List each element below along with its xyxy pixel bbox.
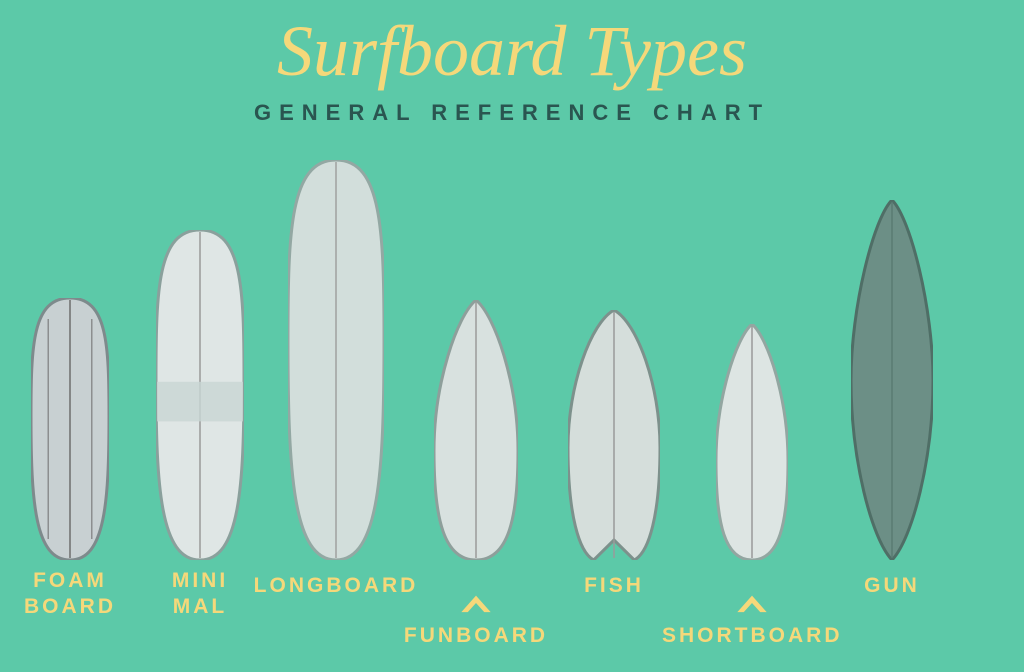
longboard — [288, 160, 384, 560]
page-title: Surfboard Types — [0, 10, 1024, 93]
mini-mal-icon — [156, 230, 244, 560]
funboard-icon — [434, 300, 518, 560]
chevron-up-icon — [458, 592, 494, 614]
shortboard — [716, 324, 788, 560]
funboard — [434, 300, 518, 560]
foam-board — [31, 298, 109, 560]
fish-icon — [568, 310, 660, 560]
shortboard-label: SHORTBOARD — [662, 623, 842, 649]
boards-row — [0, 160, 1024, 560]
gun-label: GUN — [802, 573, 982, 599]
longboard-icon — [288, 160, 384, 560]
mini-mal — [156, 230, 244, 560]
foam-board-icon — [31, 298, 109, 560]
chevron-up-icon — [734, 592, 770, 614]
fish-label: FISH — [524, 573, 704, 599]
shortboard-icon — [716, 324, 788, 560]
gun — [851, 200, 933, 560]
funboard-label: FUNBOARD — [386, 623, 566, 649]
page-subtitle: GENERAL REFERENCE CHART — [0, 100, 1024, 126]
fish — [568, 310, 660, 560]
gun-icon — [851, 200, 933, 560]
longboard-label: LONGBOARD — [246, 573, 426, 599]
